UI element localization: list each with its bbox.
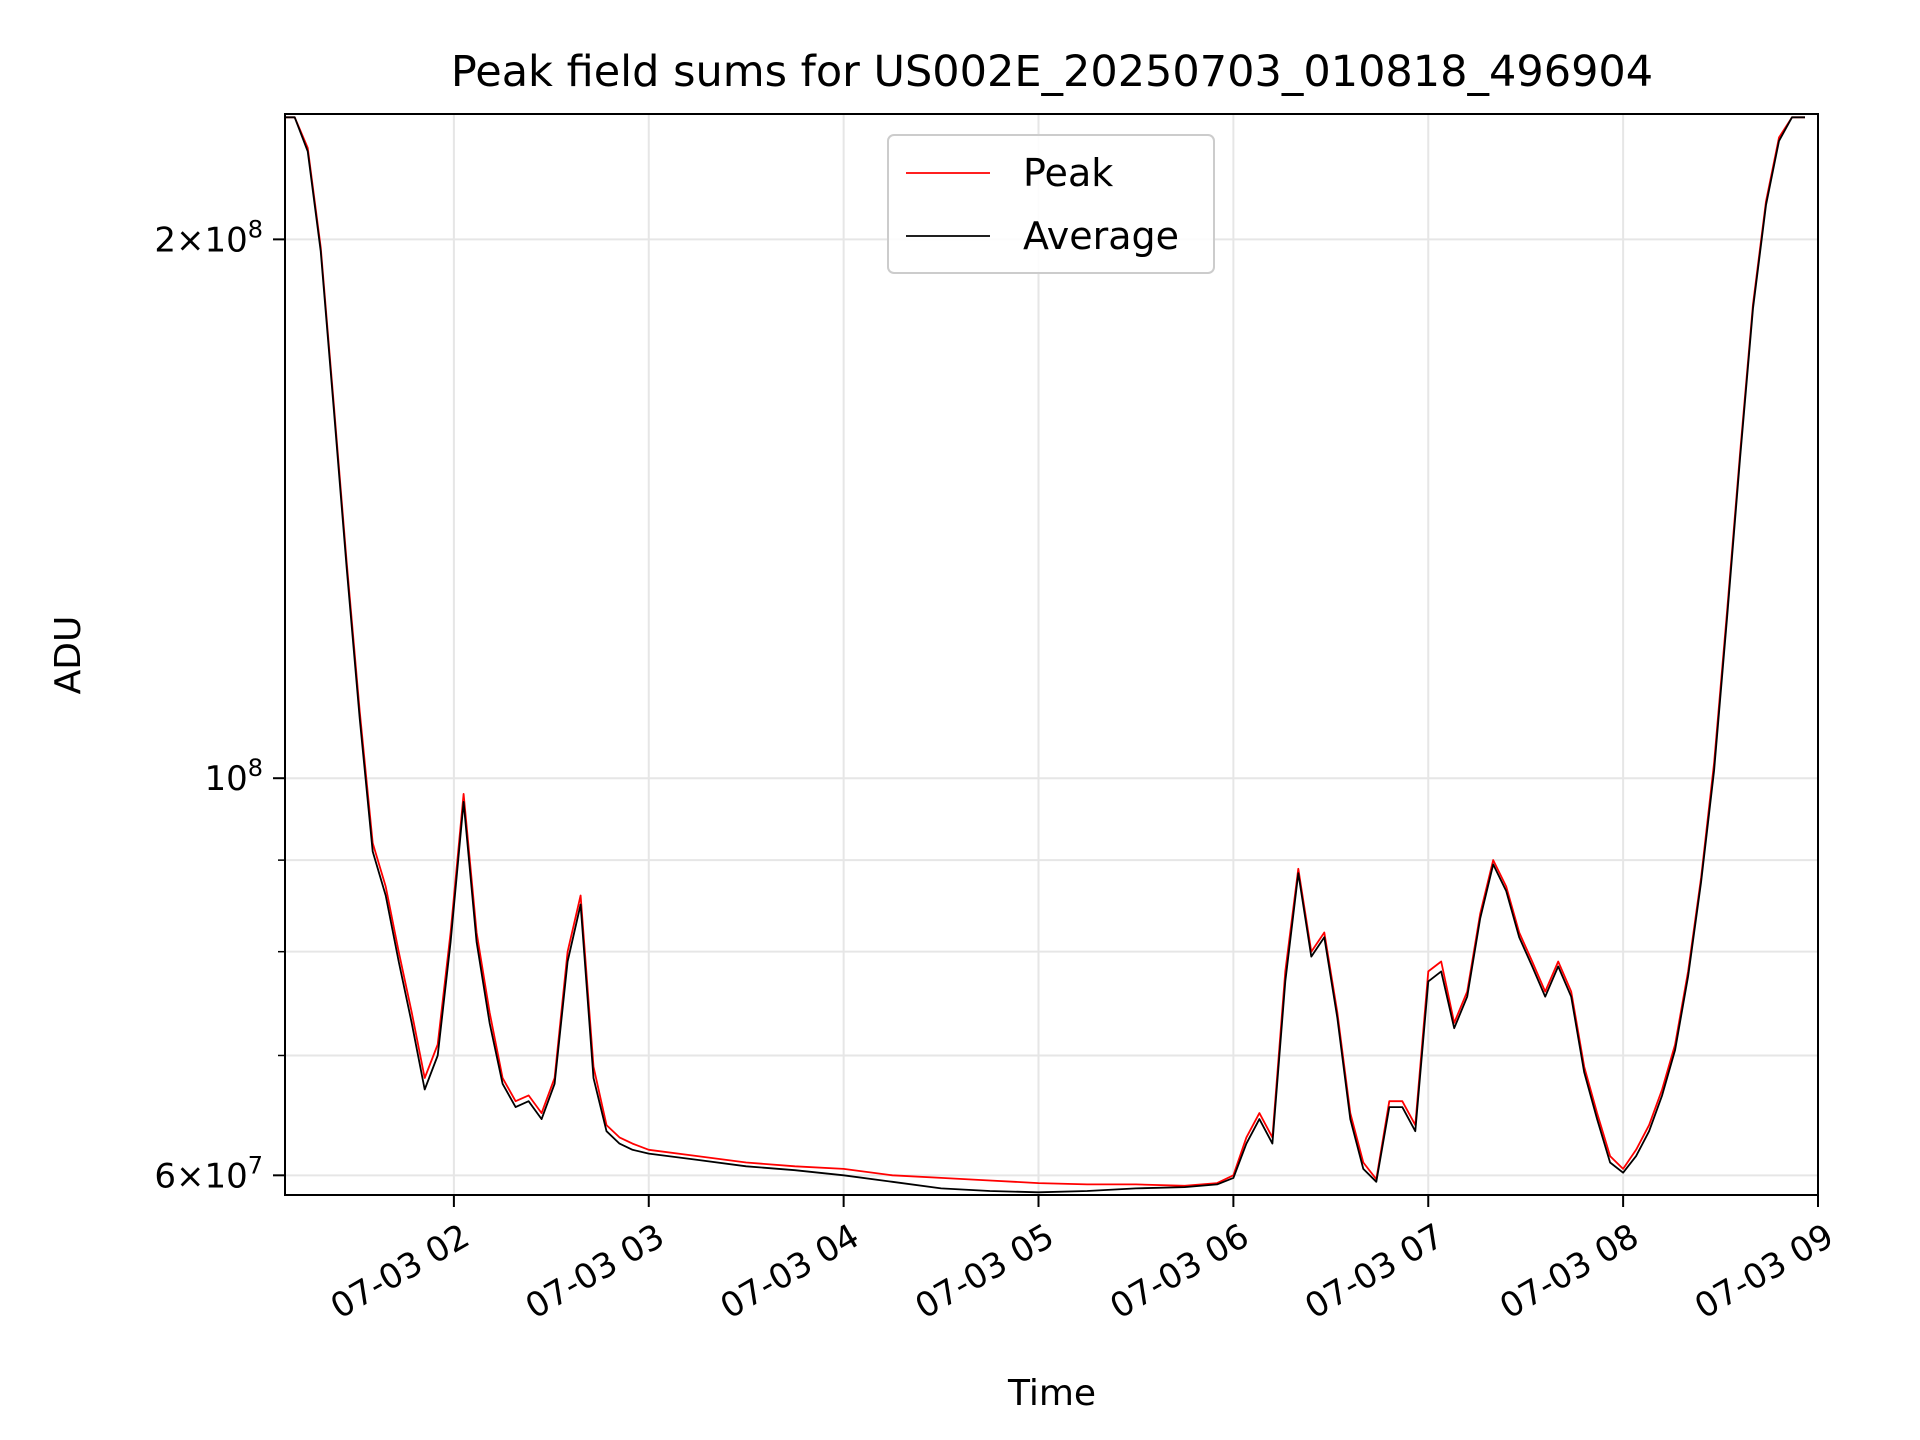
series-group bbox=[285, 116, 1805, 1194]
legend-label-peak: Peak bbox=[1023, 151, 1113, 195]
y-tick-ten: 10 bbox=[204, 759, 247, 799]
y-tick-exponent: 7 bbox=[248, 1151, 263, 1179]
y-tick-base: 2 bbox=[154, 220, 176, 260]
y-tick-exponent: 8 bbox=[248, 215, 263, 243]
chart-title: Peak field sums for US002E_20250703_0108… bbox=[451, 47, 1653, 97]
y-tick-times: ×10 bbox=[176, 220, 248, 260]
legend: Peak Average bbox=[887, 134, 1215, 274]
legend-label-average: Average bbox=[1023, 214, 1179, 258]
y-tick-times: ×10 bbox=[176, 1156, 248, 1196]
y-tick-label: 108 bbox=[204, 754, 263, 799]
y-tick-exponent: 8 bbox=[248, 754, 263, 782]
y-tick-label: 6×107 bbox=[154, 1151, 263, 1196]
plot-frame bbox=[284, 113, 1819, 1196]
y-tick-label: 2×108 bbox=[154, 215, 263, 260]
legend-frame bbox=[887, 134, 1215, 274]
y-axis-label: ADU bbox=[48, 616, 89, 695]
series-line-average bbox=[285, 116, 1805, 1194]
y-tick-base: 6 bbox=[154, 1156, 176, 1196]
x-axis-label: Time bbox=[1007, 1373, 1096, 1414]
